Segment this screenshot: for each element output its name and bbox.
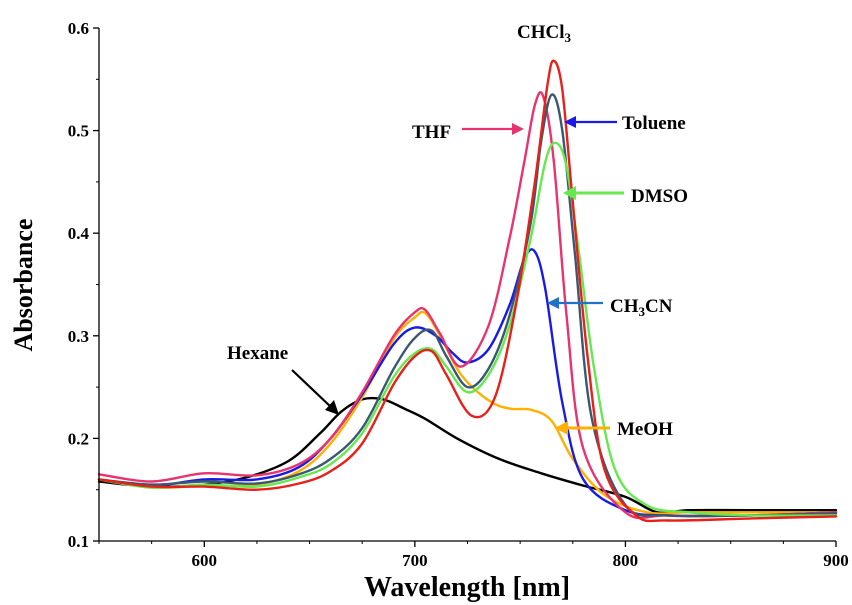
annotation-ch3cn-arrowhead	[547, 297, 559, 309]
annotation-ch3cn-rest: CN	[645, 296, 673, 317]
y-tick-label: 0.4	[68, 224, 90, 243]
annotation-toluene-arrowhead	[564, 116, 576, 128]
series-line-hexane	[97, 396, 838, 515]
x-axis-title: Wavelength [nm]	[364, 572, 570, 603]
annotation-ch3cn: CH3CN	[610, 296, 673, 319]
series-line-toluene	[97, 93, 838, 518]
plot-area	[97, 59, 838, 523]
annotation-thf: THF	[412, 122, 451, 143]
y-tick-label: 0.1	[68, 532, 89, 551]
y-tick-label: 0.5	[68, 122, 89, 141]
series-line-dmso	[97, 141, 838, 517]
axes	[98, 28, 836, 542]
series-line-ch3cn	[97, 248, 838, 518]
ticks: 0.1 0.2 0.3 0.4 0.5 0.6 600 700 800 900	[68, 19, 849, 570]
y-tick-label: 0.2	[68, 429, 89, 448]
x-tick-label: 900	[823, 551, 849, 570]
series-line-thf	[97, 91, 838, 520]
annotation-hexane-arrow	[291, 369, 333, 409]
annotation-thf-arrowhead	[512, 123, 524, 135]
y-tick-label: 0.3	[68, 327, 89, 346]
annotation-ch3cn-base: CH	[610, 296, 639, 317]
annotation-chcl3-sub: 3	[565, 30, 572, 45]
y-tick-label: 0.6	[68, 19, 89, 38]
annotation-meoh: MeOH	[617, 419, 673, 440]
annotation-dmso-arrowhead	[563, 186, 576, 200]
annotations: CHCl3 THF Toluene DMSO CH3CN Hexane MeOH	[227, 22, 688, 440]
annotation-chcl3-base: CHCl	[517, 22, 565, 43]
annotation-toluene: Toluene	[622, 113, 686, 134]
annotation-dmso: DMSO	[631, 186, 688, 207]
series-line-chcl3	[97, 59, 838, 523]
x-tick-label: 800	[613, 551, 639, 570]
y-axis-title: Absorbance	[9, 219, 38, 352]
annotation-hexane-arrowhead	[325, 400, 339, 415]
x-tick-label: 700	[402, 551, 428, 570]
annotation-chcl3: CHCl3	[517, 22, 572, 45]
annotation-meoh-arrowhead	[555, 421, 568, 435]
x-tick-label: 600	[192, 551, 218, 570]
annotation-hexane: Hexane	[227, 343, 288, 364]
annotation-ch3cn-sub: 3	[639, 304, 646, 319]
